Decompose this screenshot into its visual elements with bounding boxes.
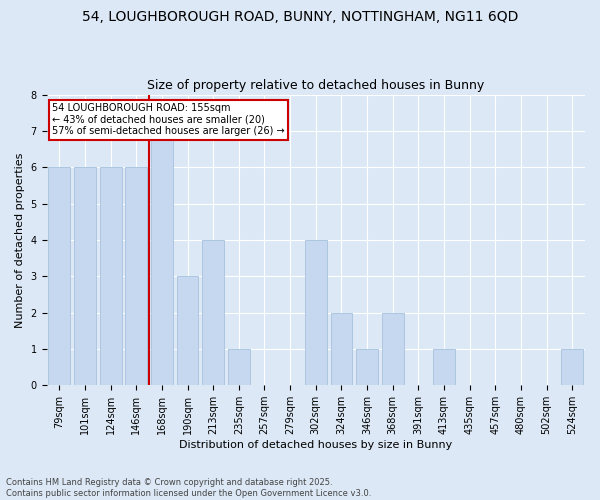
Bar bbox=[74, 167, 96, 385]
Bar bbox=[49, 167, 70, 385]
Bar bbox=[356, 349, 378, 385]
X-axis label: Distribution of detached houses by size in Bunny: Distribution of detached houses by size … bbox=[179, 440, 452, 450]
Bar bbox=[176, 276, 199, 385]
Text: Contains HM Land Registry data © Crown copyright and database right 2025.
Contai: Contains HM Land Registry data © Crown c… bbox=[6, 478, 371, 498]
Y-axis label: Number of detached properties: Number of detached properties bbox=[15, 152, 25, 328]
Bar bbox=[202, 240, 224, 385]
Text: 54 LOUGHBOROUGH ROAD: 155sqm
← 43% of detached houses are smaller (20)
57% of se: 54 LOUGHBOROUGH ROAD: 155sqm ← 43% of de… bbox=[52, 104, 284, 136]
Title: Size of property relative to detached houses in Bunny: Size of property relative to detached ho… bbox=[147, 79, 484, 92]
Bar bbox=[100, 167, 122, 385]
Bar bbox=[382, 312, 404, 385]
Bar bbox=[228, 349, 250, 385]
Bar bbox=[151, 131, 173, 385]
Text: 54, LOUGHBOROUGH ROAD, BUNNY, NOTTINGHAM, NG11 6QD: 54, LOUGHBOROUGH ROAD, BUNNY, NOTTINGHAM… bbox=[82, 10, 518, 24]
Bar bbox=[125, 167, 147, 385]
Bar bbox=[433, 349, 455, 385]
Bar bbox=[305, 240, 326, 385]
Bar bbox=[561, 349, 583, 385]
Bar bbox=[331, 312, 352, 385]
